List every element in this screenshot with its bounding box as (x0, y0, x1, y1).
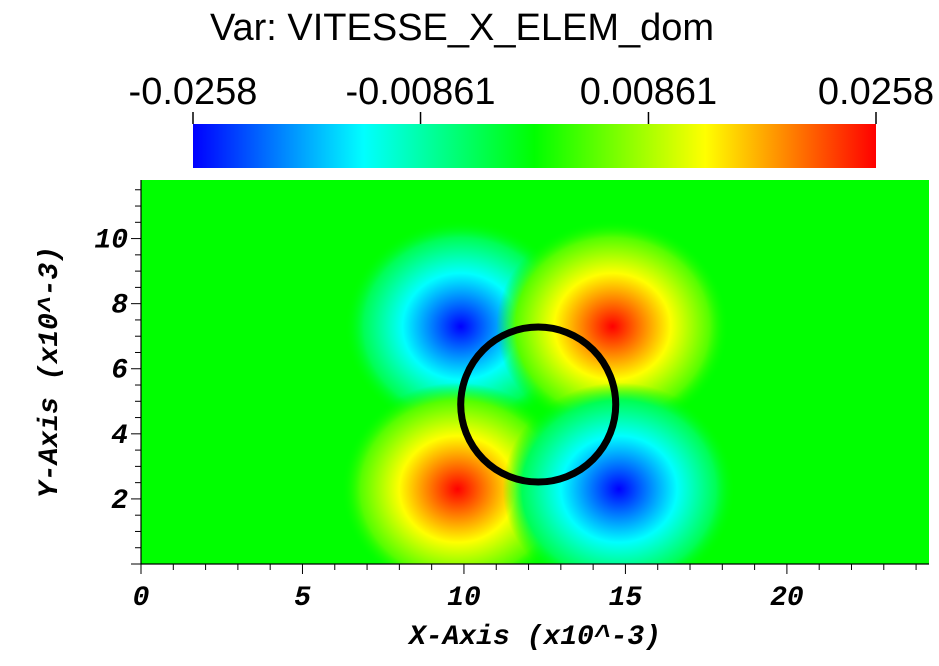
x-tick-label: 5 (294, 583, 311, 614)
colorbar-ticks (192, 112, 877, 124)
x-tick-label: 15 (609, 583, 643, 614)
colorbar (193, 124, 876, 168)
y-tick-label: 2 (111, 486, 128, 517)
field-lobe (496, 219, 729, 434)
x-axis-label: X-Axis (x10^-3) (407, 622, 661, 653)
interface-circle (457, 323, 620, 486)
field-lobe (502, 382, 736, 564)
x-tick-label: 20 (770, 583, 804, 614)
x-axis: 0 5 10 15 20 (133, 563, 929, 614)
colorbar-labels: -0.0258 -0.00861 0.00861 0.0258 (129, 71, 935, 113)
x-tick-label: 10 (447, 583, 481, 614)
colorbar-tick-label: -0.00861 (346, 71, 496, 113)
chart-title: Var: VITESSE_X_ELEM_dom (210, 7, 714, 49)
y-tick-label: 8 (111, 291, 128, 322)
y-axis: 2 4 6 8 10 (94, 180, 142, 565)
y-tick-label: 6 (111, 356, 128, 387)
colorbar-tick-label: 0.0258 (818, 71, 934, 113)
y-tick-label: 10 (94, 226, 128, 257)
y-tick-label: 4 (111, 421, 128, 452)
plot-area (141, 180, 929, 564)
x-tick-label: 0 (133, 583, 150, 614)
colorbar-tick-label: -0.0258 (129, 71, 258, 113)
colorbar-tick-label: 0.00861 (580, 71, 717, 113)
y-axis-label: Y-Axis (x10^-3) (35, 246, 66, 498)
